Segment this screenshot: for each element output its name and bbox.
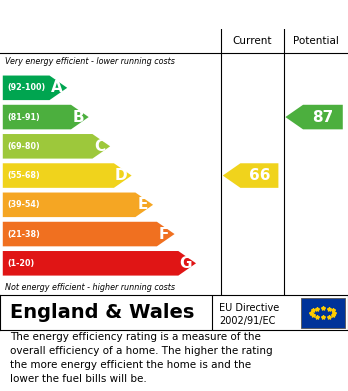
Polygon shape bbox=[3, 192, 153, 217]
Text: Current: Current bbox=[232, 36, 272, 46]
Text: 2002/91/EC: 2002/91/EC bbox=[219, 316, 276, 326]
Text: England & Wales: England & Wales bbox=[10, 303, 195, 322]
Text: G: G bbox=[179, 256, 192, 271]
Polygon shape bbox=[3, 105, 89, 129]
Text: Potential: Potential bbox=[293, 36, 339, 46]
Text: C: C bbox=[94, 139, 105, 154]
Text: A: A bbox=[51, 80, 63, 95]
Text: (1-20): (1-20) bbox=[7, 259, 34, 268]
Polygon shape bbox=[3, 222, 175, 246]
Text: Not energy efficient - higher running costs: Not energy efficient - higher running co… bbox=[5, 283, 175, 292]
Text: 66: 66 bbox=[249, 168, 270, 183]
Text: E: E bbox=[137, 197, 148, 212]
Text: The energy efficiency rating is a measure of the
overall efficiency of a home. T: The energy efficiency rating is a measur… bbox=[10, 332, 273, 384]
Text: EU Directive: EU Directive bbox=[219, 303, 279, 312]
Text: (92-100): (92-100) bbox=[7, 83, 45, 92]
Polygon shape bbox=[3, 75, 67, 100]
Text: (81-91): (81-91) bbox=[7, 113, 40, 122]
Text: Energy Efficiency Rating: Energy Efficiency Rating bbox=[10, 5, 258, 24]
Polygon shape bbox=[223, 163, 278, 188]
Polygon shape bbox=[3, 134, 110, 159]
Text: Very energy efficient - lower running costs: Very energy efficient - lower running co… bbox=[5, 57, 174, 66]
Text: B: B bbox=[72, 109, 84, 125]
Text: D: D bbox=[115, 168, 127, 183]
Polygon shape bbox=[3, 163, 132, 188]
Text: (39-54): (39-54) bbox=[7, 200, 40, 209]
Text: F: F bbox=[159, 226, 169, 242]
Polygon shape bbox=[3, 251, 196, 276]
Polygon shape bbox=[285, 105, 343, 129]
Text: (21-38): (21-38) bbox=[7, 230, 40, 239]
Text: (55-68): (55-68) bbox=[7, 171, 40, 180]
FancyBboxPatch shape bbox=[301, 298, 345, 328]
Text: (69-80): (69-80) bbox=[7, 142, 40, 151]
Text: 87: 87 bbox=[312, 109, 333, 125]
